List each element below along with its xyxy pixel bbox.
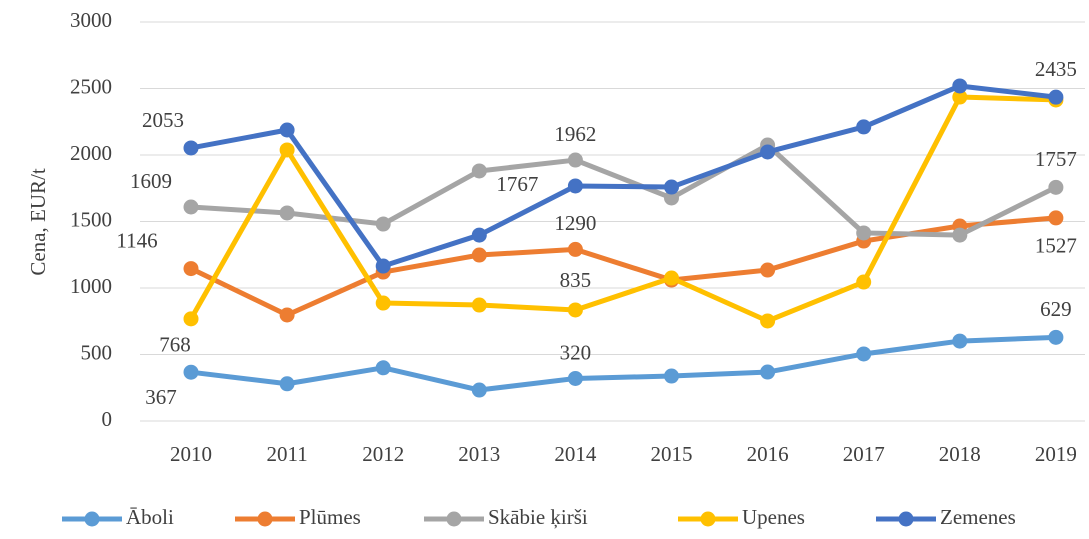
data-point xyxy=(664,270,679,286)
data-point xyxy=(375,360,391,376)
data-point xyxy=(183,364,199,380)
data-label: 1757 xyxy=(1035,147,1077,171)
data-label: 835 xyxy=(560,268,592,292)
data-label: 1767 xyxy=(496,172,538,196)
data-point xyxy=(375,216,391,232)
data-point xyxy=(375,258,391,274)
data-point xyxy=(471,382,487,398)
data-label: 1290 xyxy=(554,211,596,235)
series-line xyxy=(188,94,1056,324)
data-point xyxy=(856,119,872,135)
legend-marker xyxy=(84,511,100,527)
x-tick-label: 2015 xyxy=(651,442,693,466)
y-axis-label: Cena, EUR/t xyxy=(26,168,50,275)
data-point xyxy=(760,364,776,380)
legend-marker xyxy=(257,511,273,527)
data-label: 1609 xyxy=(130,169,172,193)
data-label: 2053 xyxy=(142,108,184,132)
data-label: 1962 xyxy=(554,122,596,146)
y-tick-label: 1000 xyxy=(70,274,112,298)
data-point xyxy=(952,78,968,94)
legend-marker xyxy=(700,511,716,527)
x-tick-label: 2017 xyxy=(843,442,885,466)
data-point xyxy=(567,370,583,386)
data-point xyxy=(1048,329,1064,345)
series-line xyxy=(190,142,1058,238)
data-point xyxy=(471,163,487,179)
data-point xyxy=(183,140,199,156)
x-tick-label: 2018 xyxy=(939,442,981,466)
data-point xyxy=(760,313,776,329)
data-point xyxy=(856,225,872,241)
y-tick-label: 0 xyxy=(102,407,113,431)
data-point xyxy=(471,247,487,263)
data-point xyxy=(856,346,872,362)
data-point xyxy=(471,227,487,243)
data-label: 320 xyxy=(560,340,592,364)
data-point xyxy=(1048,89,1064,105)
data-point xyxy=(1048,210,1064,226)
data-point xyxy=(471,297,487,313)
data-point xyxy=(664,179,679,195)
y-tick-label: 2000 xyxy=(70,141,112,165)
data-point xyxy=(567,178,583,194)
data-point xyxy=(375,295,391,311)
data-point xyxy=(279,376,295,392)
data-point xyxy=(952,333,968,349)
data-label: 367 xyxy=(145,385,177,409)
x-tick-label: 2011 xyxy=(266,442,307,466)
data-point xyxy=(183,261,199,277)
data-label: 2435 xyxy=(1035,57,1077,81)
data-point xyxy=(183,311,199,327)
x-tick-label: 2012 xyxy=(362,442,404,466)
data-point xyxy=(279,142,295,158)
legend-label: Zemenes xyxy=(940,505,1016,529)
data-point xyxy=(279,307,295,323)
x-tick-label: 2016 xyxy=(747,442,789,466)
y-tick-label: 2500 xyxy=(70,74,112,98)
y-tick-label: 3000 xyxy=(70,8,112,32)
data-point xyxy=(760,144,776,160)
data-point xyxy=(952,227,968,243)
series-line xyxy=(190,334,1056,393)
legend-label: Plūmes xyxy=(299,505,361,529)
x-tick-label: 2014 xyxy=(554,442,597,466)
x-tick-label: 2019 xyxy=(1035,442,1077,466)
data-point xyxy=(1048,179,1064,195)
legend-marker xyxy=(446,511,462,527)
data-point xyxy=(664,190,679,206)
data-point xyxy=(952,89,968,105)
x-tick-label: 2013 xyxy=(458,442,500,466)
y-tick-label: 1500 xyxy=(70,207,112,231)
x-tick-label: 2010 xyxy=(170,442,212,466)
legend-marker xyxy=(898,511,914,527)
data-point xyxy=(664,368,679,384)
data-point xyxy=(856,274,872,290)
series-line xyxy=(190,83,1057,269)
data-label: 1146 xyxy=(116,228,157,252)
data-point xyxy=(279,205,295,221)
legend-label: Āboli xyxy=(126,505,174,529)
data-point xyxy=(567,302,583,318)
data-point xyxy=(183,199,199,215)
data-point xyxy=(279,122,295,138)
data-label: 629 xyxy=(1040,297,1072,321)
legend-label: Upenes xyxy=(742,505,805,529)
data-point xyxy=(760,262,776,278)
data-point xyxy=(567,152,583,168)
data-label: 1527 xyxy=(1035,234,1077,258)
data-label: 768 xyxy=(159,333,191,357)
legend-label: Skābie ķirši xyxy=(488,505,588,529)
data-point xyxy=(567,241,583,257)
y-tick-label: 500 xyxy=(81,340,113,364)
